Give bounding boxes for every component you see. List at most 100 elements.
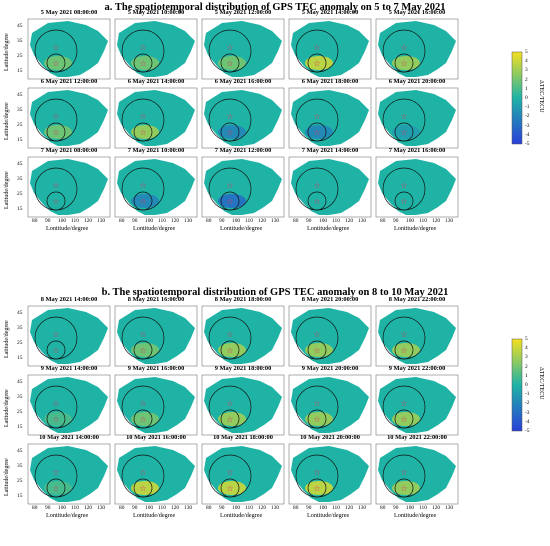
map-cell: ☆☆ (288, 374, 372, 436)
epicenter-star-icon: ☆ (52, 197, 59, 206)
epicenter-star-icon: ☆ (52, 399, 59, 408)
epicenter-star-icon: ☆ (400, 43, 407, 52)
cell-title: 9 May 2021 16:00:00 (127, 365, 185, 372)
x-tick-label: 110 (245, 218, 253, 224)
anomaly-blob (218, 481, 246, 495)
x-tick-label: 100 (232, 505, 241, 511)
epicenter-star-icon: ☆ (139, 330, 146, 339)
cell-title: 8 May 2021 14:00:00 (40, 296, 98, 303)
epicenter-star-icon: ☆ (52, 468, 59, 477)
cell-title: 5 May 2021 10:00:00 (127, 9, 185, 16)
inner-circle (220, 122, 240, 142)
colorbar-tick: 4 (525, 58, 528, 65)
anomaly-blob (218, 343, 246, 357)
inner-circle (307, 409, 327, 429)
inner-circle (394, 478, 414, 498)
epicenter-star-icon: ☆ (226, 197, 233, 206)
x-tick-label: 130 (445, 505, 454, 511)
anomaly-blob (392, 412, 420, 426)
epicenter-star-icon: ☆ (52, 346, 59, 355)
map-cell: ☆☆ (27, 305, 111, 367)
y-axis-label: Latitude/degree (4, 171, 10, 209)
map-cell: ☆☆ (114, 443, 198, 505)
x-tick-label: 130 (184, 505, 193, 511)
epicenter-star-icon: ☆ (400, 415, 407, 424)
x-axis-label: Lontitude/degree (394, 512, 437, 519)
panel-a-title: a. The spatiotemporal distribution of GP… (104, 2, 446, 13)
x-tick-label: 90 (219, 218, 225, 224)
y-tick-label: 25 (17, 53, 23, 59)
epicenter-star-icon: ☆ (313, 399, 320, 408)
inner-circle (307, 340, 327, 360)
inner-circle (394, 53, 414, 73)
map-cell: ☆☆ (375, 87, 459, 149)
epicenter-star-icon: ☆ (52, 112, 59, 121)
inner-circle (307, 191, 327, 211)
colorbar-tick: -2 (525, 400, 530, 407)
y-tick-label: 35 (17, 38, 23, 44)
inner-circle (394, 122, 414, 142)
cell-title: 9 May 2021 14:00:00 (40, 365, 98, 372)
inner-circle (220, 340, 240, 360)
map-cell: ☆☆ (114, 305, 198, 367)
epicenter-star-icon: ☆ (400, 59, 407, 68)
epicenter-star-icon: ☆ (139, 128, 146, 137)
map-cell: ☆☆ (201, 305, 285, 367)
anomaly-blob (44, 481, 72, 495)
epicenter-star-icon: ☆ (52, 415, 59, 424)
colorbar-tick: -3 (525, 122, 530, 129)
x-tick-label: 100 (406, 218, 415, 224)
epicenter-star-icon: ☆ (400, 330, 407, 339)
cell-title: 5 May 2021 08:00:00 (40, 9, 98, 16)
colorbar (511, 338, 523, 432)
map-cell: ☆☆ (375, 18, 459, 80)
epicenter-star-icon: ☆ (226, 484, 233, 493)
map-cell: ☆☆ (201, 374, 285, 436)
cell-title: 5 May 2021 12:00:00 (214, 9, 272, 16)
map-cell: ☆☆ (288, 443, 372, 505)
x-tick-label: 130 (358, 505, 367, 511)
x-tick-label: 110 (158, 505, 166, 511)
y-tick-label: 25 (17, 340, 23, 346)
epicenter-star-icon: ☆ (313, 59, 320, 68)
colorbar-tick: -4 (525, 418, 530, 425)
cell-title: 5 May 2021 14:00:00 (301, 9, 359, 16)
anomaly-blob (218, 125, 246, 139)
cell-title: 6 May 2021 20:00:00 (388, 78, 446, 85)
colorbar-tick: 3 (525, 67, 528, 74)
cell-title: 10 May 2021 16:00:00 (126, 434, 186, 441)
epicenter-star-icon: ☆ (400, 399, 407, 408)
x-tick-label: 90 (132, 505, 138, 511)
colorbar-tick: 2 (525, 363, 528, 370)
cell-title: 7 May 2021 16:00:00 (388, 147, 446, 154)
map-cell: ☆☆ (201, 443, 285, 505)
inner-circle (307, 478, 327, 498)
map-cell: ☆☆ (375, 374, 459, 436)
epicenter-star-icon: ☆ (226, 181, 233, 190)
anomaly-blob (131, 56, 159, 70)
y-tick-label: 15 (17, 206, 23, 212)
x-tick-label: 120 (432, 505, 441, 511)
x-tick-label: 110 (71, 505, 79, 511)
epicenter-star-icon: ☆ (52, 128, 59, 137)
x-tick-label: 80 (206, 218, 212, 224)
x-tick-label: 80 (293, 218, 299, 224)
map-cell: ☆☆ (114, 374, 198, 436)
y-tick-label: 35 (17, 176, 23, 182)
y-tick-label: 15 (17, 68, 23, 74)
y-axis-label: Latitude/degree (4, 389, 10, 427)
cell-title: 7 May 2021 14:00:00 (301, 147, 359, 154)
cell-title: 10 May 2021 22:00:00 (387, 434, 447, 441)
map-cell: ☆☆ (201, 156, 285, 218)
map-cell: ☆☆ (288, 156, 372, 218)
map-cell: ☆☆ (375, 305, 459, 367)
cell-title: 6 May 2021 16:00:00 (214, 78, 272, 85)
tec-region (291, 159, 369, 215)
x-tick-label: 120 (84, 218, 93, 224)
y-tick-label: 45 (17, 448, 23, 454)
x-axis-label: Lontitude/degree (133, 512, 176, 519)
colorbar-tick: 0 (525, 95, 528, 101)
x-tick-label: 100 (145, 505, 154, 511)
epicenter-star-icon: ☆ (139, 59, 146, 68)
